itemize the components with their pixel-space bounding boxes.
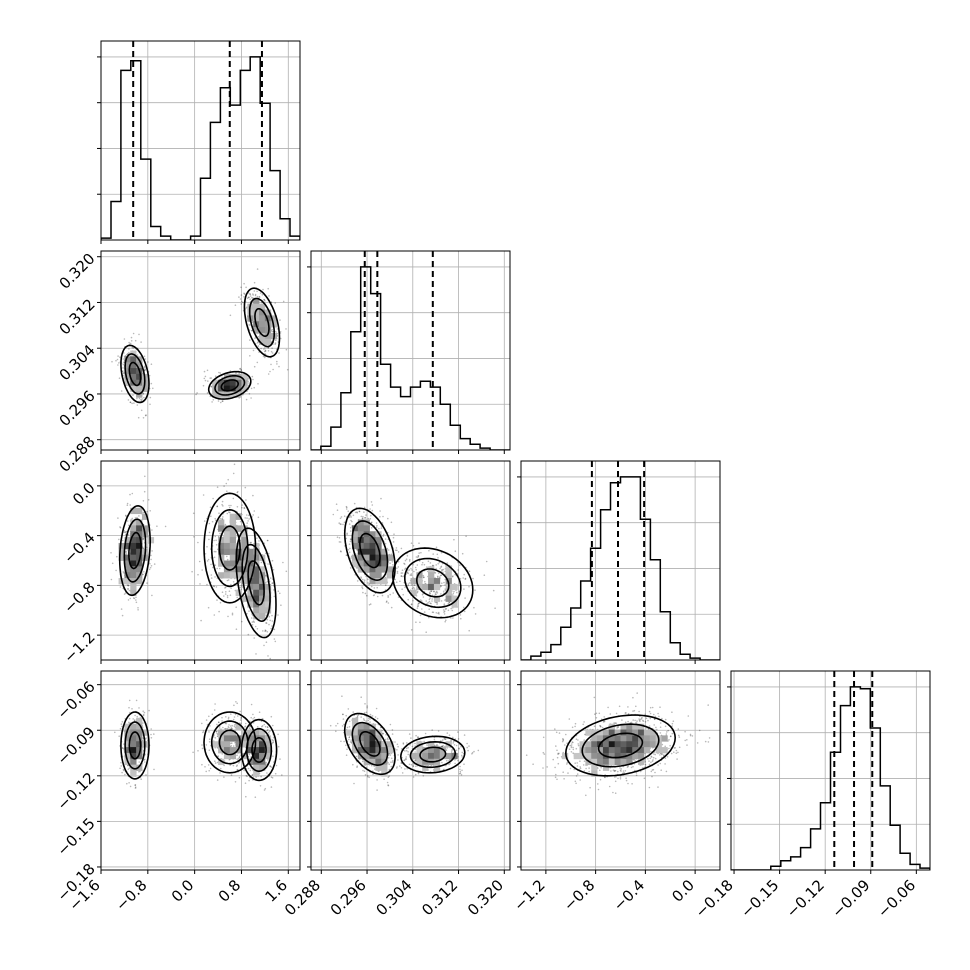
x-tick-label-0-1: −0.8 — [112, 876, 150, 914]
x-tick-label-1-0: 0.288 — [281, 876, 324, 919]
panel-3-1 — [307, 670, 511, 874]
x-tick-label-1-3: 0.312 — [418, 876, 461, 919]
y-tick-label-1-3: 0.312 — [56, 295, 99, 338]
y-tick-label-2-1: −0.8 — [60, 578, 98, 616]
contours-3-1 — [343, 712, 466, 776]
panel-3-3 — [727, 670, 931, 874]
y-tick-label-3-2: −0.12 — [53, 769, 98, 814]
histogram-1 — [311, 266, 510, 450]
contours-1-0 — [120, 287, 281, 404]
panel-0-0 — [97, 40, 301, 244]
y-tick-label-3-1: −0.15 — [53, 814, 98, 859]
histogram-0 — [101, 56, 300, 240]
panel-3-2 — [517, 670, 721, 874]
y-tick-label-1-0: 0.288 — [56, 433, 99, 476]
x-tick-label-1-4: 0.320 — [464, 876, 507, 919]
y-tick-label-3-4: −0.06 — [53, 678, 98, 723]
x-tick-label-2-3: 0.0 — [668, 876, 698, 906]
histogram-2 — [521, 476, 720, 660]
y-tick-label-1-1: 0.296 — [56, 387, 99, 430]
panel-2-2 — [517, 460, 721, 664]
x-tick-label-2-2: −0.4 — [610, 876, 648, 914]
y-tick-label-3-3: −0.09 — [53, 723, 98, 768]
contours-3-0 — [120, 711, 278, 782]
y-tick-label-1-2: 0.304 — [56, 341, 99, 384]
x-tick-label-3-0: −0.18 — [692, 876, 737, 921]
x-tick-label-1-2: 0.304 — [373, 876, 416, 919]
y-tick-label-2-2: −0.4 — [60, 529, 98, 567]
x-tick-label-3-1: −0.15 — [737, 876, 782, 921]
panel-2-1 — [307, 460, 511, 664]
contours-2-0 — [118, 492, 277, 639]
x-tick-label-3-3: −0.09 — [828, 876, 873, 921]
x-tick-label-2-1: −0.8 — [560, 876, 598, 914]
panel-3-0 — [97, 670, 301, 874]
panel-1-0 — [97, 250, 301, 454]
x-tick-label-1-1: 0.296 — [327, 876, 370, 919]
x-tick-label-2-0: −1.2 — [510, 876, 548, 914]
x-tick-label-3-2: −0.12 — [783, 876, 828, 921]
x-tick-label-0-2: 0.0 — [168, 876, 198, 906]
histogram-3 — [731, 686, 930, 870]
x-tick-label-3-4: −0.06 — [874, 876, 919, 921]
panel-1-1 — [307, 250, 511, 454]
contours-2-1 — [343, 507, 474, 619]
y-tick-label-2-0: −1.2 — [60, 628, 98, 666]
x-tick-label-0-3: 0.8 — [215, 876, 245, 906]
y-tick-label-2-3: 0.0 — [69, 479, 99, 509]
contours-3-2 — [564, 714, 677, 777]
panel-2-0 — [97, 460, 301, 664]
y-tick-label-1-4: 0.320 — [56, 250, 99, 293]
